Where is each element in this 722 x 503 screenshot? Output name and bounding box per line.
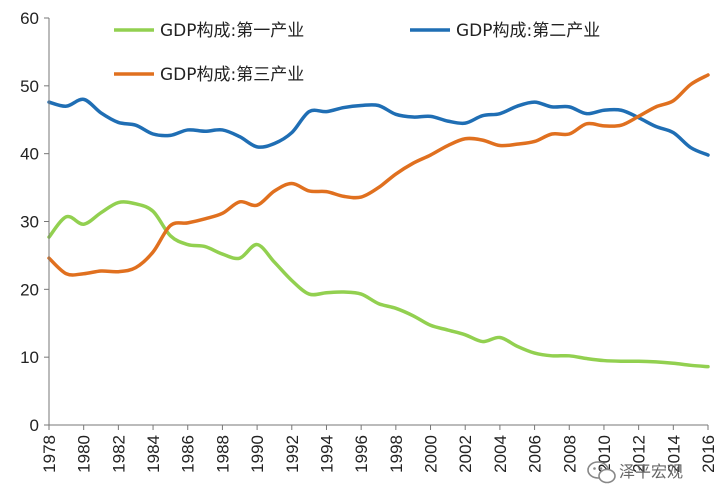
x-tick-label: 1988 (213, 435, 232, 473)
watermark: 泽平宏观 (587, 461, 683, 484)
y-axis-ticks: 0 10 20 30 40 50 60 (20, 9, 49, 435)
x-tick-label: 2008 (560, 435, 579, 473)
x-tick-label: 1980 (75, 435, 94, 473)
x-tick-label: 1982 (109, 435, 128, 473)
y-tick-label: 0 (30, 416, 39, 435)
x-tick-label: 2000 (422, 435, 441, 473)
series-line-tertiary (47, 73, 710, 277)
y-tick-label: 10 (20, 348, 39, 367)
x-tick-label: 2010 (595, 435, 614, 473)
chart-legend: GDP构成:第一产业 GDP构成:第二产业 GDP构成:第三产业 (114, 21, 600, 85)
y-tick-label: 20 (20, 280, 39, 299)
x-axis-ticks: 1978 1980 1982 1984 1986 1988 1990 1992 1994 1996… (40, 425, 718, 473)
legend-label-secondary: GDP构成:第二产业 (456, 21, 600, 41)
x-tick-label: 1986 (179, 435, 198, 473)
x-tick-label: 1994 (317, 435, 336, 473)
series-line-primary (47, 200, 710, 369)
x-tick-label: 2016 (699, 435, 718, 473)
x-tick-label: 1992 (283, 435, 302, 473)
x-tick-label: 1984 (144, 435, 163, 473)
y-tick-label: 60 (20, 9, 39, 28)
chart-series (47, 73, 710, 369)
watermark-text: 泽平宏观 (619, 462, 683, 481)
series-line-secondary (47, 97, 710, 157)
legend-label-tertiary: GDP构成:第三产业 (160, 65, 304, 85)
y-tick-label: 40 (20, 145, 39, 164)
x-tick-label: 1998 (387, 435, 406, 473)
x-tick-label: 1990 (248, 435, 267, 473)
x-tick-label: 2002 (456, 435, 475, 473)
x-tick-label: 1978 (40, 435, 59, 473)
y-tick-label: 50 (20, 77, 39, 96)
y-tick-label: 30 (20, 213, 39, 232)
x-tick-label: 1996 (352, 435, 371, 473)
x-tick-label: 2014 (664, 435, 683, 473)
wechat-icon (587, 461, 616, 484)
x-tick-label: 2006 (526, 435, 545, 473)
legend-label-primary: GDP构成:第一产业 (160, 21, 304, 41)
x-tick-label: 2004 (491, 435, 510, 473)
x-tick-label: 2012 (630, 435, 649, 473)
